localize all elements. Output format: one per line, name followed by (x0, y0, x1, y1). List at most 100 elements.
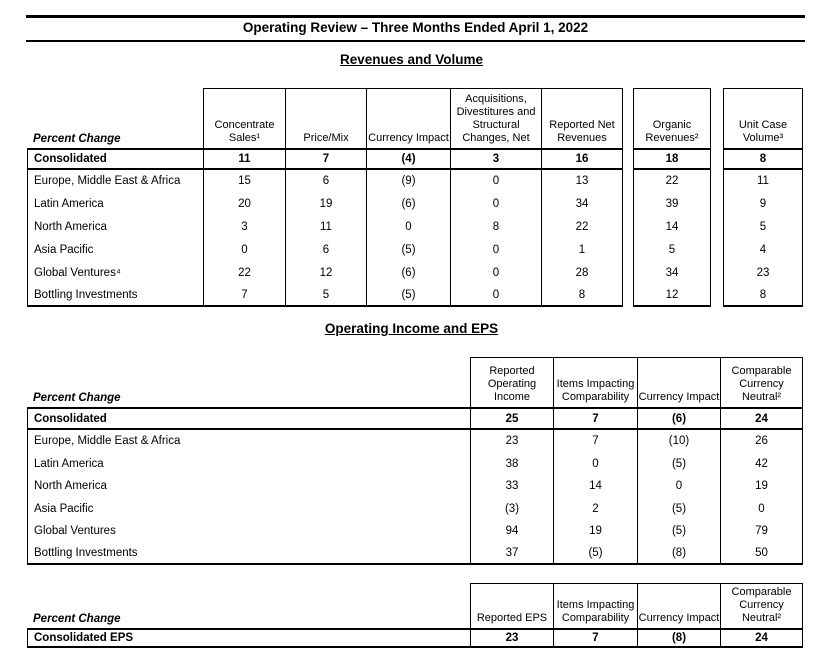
value-cell: (6) (366, 192, 450, 216)
value-cell: (5) (637, 497, 720, 520)
value-cell: 18 (633, 148, 711, 170)
column-gap (711, 216, 723, 239)
row-label: Global Ventures⁴ (27, 261, 203, 285)
value-cell: 7 (553, 628, 637, 648)
value-cell: 38 (470, 452, 553, 475)
value-cell: 0 (720, 497, 803, 520)
value-cell: 26 (720, 430, 803, 453)
value-cell: 14 (633, 215, 711, 239)
percent-change-label: Percent Change (33, 392, 121, 404)
value-cell: 0 (450, 238, 541, 262)
value-cell: 34 (541, 192, 623, 216)
row-label: North America (27, 215, 203, 239)
value-cell: 37 (470, 542, 553, 565)
value-cell: (9) (366, 170, 450, 193)
row-label: Bottling Investments (27, 284, 203, 308)
value-cell: 23 (723, 261, 803, 285)
value-cell: 13 (541, 170, 623, 193)
column-gap (623, 170, 633, 193)
section-heading-operating: Operating Income and EPS (324, 321, 499, 336)
row-label: Consolidated (27, 148, 203, 170)
column-gap (623, 216, 633, 239)
value-cell: 0 (450, 170, 541, 193)
value-cell: 4 (723, 238, 803, 262)
value-cell: 42 (720, 452, 803, 475)
value-cell: 19 (285, 192, 366, 216)
value-cell: (10) (637, 430, 720, 453)
value-cell: 7 (285, 148, 366, 170)
document-title: Operating Review – Three Months Ended Ap… (242, 20, 589, 35)
value-cell: 22 (203, 261, 285, 285)
percent-change-label: Percent Change (33, 613, 121, 625)
column-gap (711, 262, 723, 285)
value-cell: 8 (541, 284, 623, 308)
column-gap (711, 88, 723, 148)
column-gap (711, 170, 723, 193)
column-header: Comparable Currency Neutral² (720, 357, 803, 407)
column-gap (623, 262, 633, 285)
value-cell: (6) (637, 407, 720, 430)
value-cell: 94 (470, 520, 553, 543)
column-gap (623, 239, 633, 262)
column-header: Reported Net Revenues (541, 88, 623, 148)
value-cell: 12 (285, 261, 366, 285)
value-cell: 1 (541, 238, 623, 262)
value-cell: 8 (723, 284, 803, 308)
value-cell: 19 (553, 520, 637, 543)
column-header: Organic Revenues² (633, 88, 711, 148)
column-header: Reported EPS (470, 583, 553, 628)
column-header: Unit Case Volume³ (723, 88, 803, 148)
column-header: Currency Impact (637, 583, 720, 628)
value-cell: 14 (553, 475, 637, 498)
column-header: Reported Operating Income (470, 357, 553, 407)
column-header: Items Impacting Comparability (553, 357, 637, 407)
value-cell: 12 (633, 284, 711, 308)
value-cell: 9 (723, 192, 803, 216)
value-cell: 33 (470, 475, 553, 498)
value-cell: 3 (203, 215, 285, 239)
value-cell: (4) (366, 148, 450, 170)
row-label: Bottling Investments (27, 542, 470, 565)
value-cell: 2 (553, 497, 637, 520)
value-cell: (5) (637, 452, 720, 475)
row-label: Latin America (27, 192, 203, 216)
value-cell: 5 (633, 238, 711, 262)
row-label: Latin America (27, 452, 470, 475)
value-cell: 3 (450, 148, 541, 170)
value-cell: 23 (470, 430, 553, 453)
value-cell: (5) (366, 284, 450, 308)
value-cell: 16 (541, 148, 623, 170)
row-label: Global Ventures (27, 520, 470, 543)
value-cell: (5) (366, 238, 450, 262)
value-cell: (8) (637, 542, 720, 565)
value-cell: 25 (470, 407, 553, 430)
top-rule (26, 15, 805, 18)
revenues-volume-table: Percent Change Concentrate Sales¹ Price/… (27, 88, 803, 308)
value-cell: 6 (285, 170, 366, 193)
row-label: Asia Pacific (27, 497, 470, 520)
value-cell: 7 (553, 407, 637, 430)
value-cell: 20 (203, 192, 285, 216)
column-gap (623, 193, 633, 216)
value-cell: 50 (720, 542, 803, 565)
value-cell: 11 (285, 215, 366, 239)
value-cell: (5) (637, 520, 720, 543)
column-header: Items Impacting Comparability (553, 583, 637, 628)
value-cell: 5 (285, 284, 366, 308)
value-cell: 0 (450, 284, 541, 308)
value-cell: 19 (720, 475, 803, 498)
section-heading-revenues: Revenues and Volume (339, 52, 484, 67)
value-cell: 11 (723, 170, 803, 193)
value-cell: 24 (720, 628, 803, 648)
column-header: Concentrate Sales¹ (203, 88, 285, 148)
title-underline-rule (26, 40, 805, 42)
value-cell: 0 (450, 261, 541, 285)
row-label: Europe, Middle East & Africa (27, 170, 203, 193)
column-header: Comparable Currency Neutral² (720, 583, 803, 628)
value-cell: 23 (470, 628, 553, 648)
value-cell: 24 (720, 407, 803, 430)
value-cell: 6 (285, 238, 366, 262)
column-gap (711, 239, 723, 262)
value-cell: 0 (366, 215, 450, 239)
